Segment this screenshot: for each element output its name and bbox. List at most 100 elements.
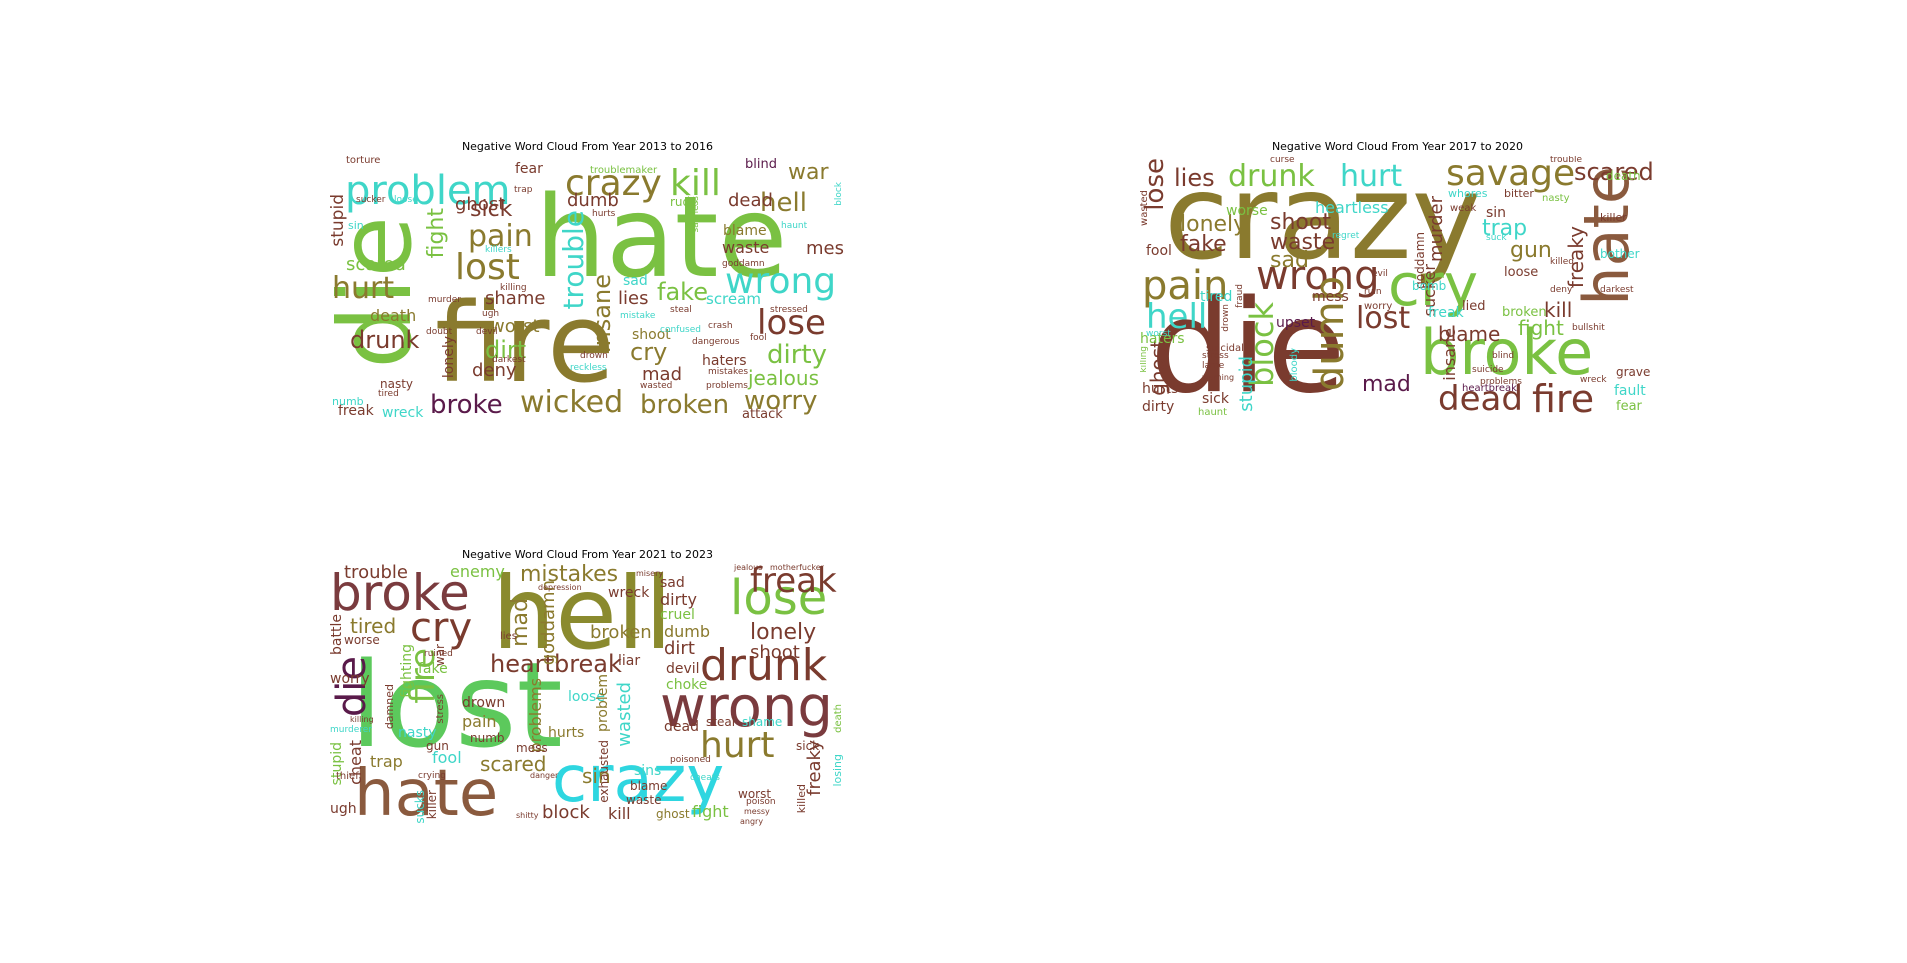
cloud-word: ruined bbox=[424, 649, 453, 659]
cloud-word: stress bbox=[1202, 351, 1229, 361]
cloud-word: sin bbox=[1486, 205, 1507, 221]
cloud-word: dirty bbox=[1142, 399, 1175, 415]
cloud-word: cruel bbox=[660, 607, 695, 623]
cloud-word: cheats bbox=[690, 773, 720, 783]
cloud-word: curse bbox=[1270, 156, 1295, 165]
cloud-word: haunt bbox=[781, 221, 808, 231]
cloud-word: fear bbox=[1616, 399, 1642, 414]
cloud-word: danger bbox=[530, 771, 559, 780]
cloud-word: blame bbox=[1438, 322, 1501, 346]
cloud-word: heartless bbox=[1315, 198, 1389, 217]
cloud-word: hurts bbox=[592, 209, 616, 219]
cloud-word: worry bbox=[744, 386, 818, 416]
cloud-word: lies bbox=[1174, 164, 1215, 192]
cloud-word: killers bbox=[485, 245, 512, 255]
cloud-word: lose bbox=[730, 570, 828, 626]
cloud-word: gun bbox=[1510, 238, 1552, 263]
cloud-word: dirt bbox=[664, 638, 695, 659]
cloud-word: whores bbox=[1448, 187, 1488, 200]
cloud-word: sadness bbox=[691, 196, 701, 233]
cloud-word: mess bbox=[516, 741, 548, 755]
cloud-word: loose bbox=[394, 195, 418, 205]
cloud-word: drown bbox=[1221, 304, 1231, 332]
cloud-word: fight bbox=[1518, 316, 1564, 340]
cloud-word: freak bbox=[750, 564, 837, 601]
cloud-word: numb bbox=[332, 395, 364, 408]
cloud-word: crash bbox=[708, 321, 733, 331]
cloud-word: damned bbox=[383, 684, 396, 730]
cloud-word: ruin bbox=[1364, 287, 1382, 297]
cloud-word: insane bbox=[588, 274, 616, 354]
cloud-word: sad bbox=[660, 575, 685, 591]
cloud-word: fighting bbox=[399, 644, 415, 698]
cloud-word: lonely bbox=[1180, 212, 1247, 237]
cloud-word: dumb bbox=[664, 622, 711, 641]
cloud-word: hell bbox=[760, 188, 807, 218]
cloud-word: thief bbox=[336, 771, 359, 782]
cloud-word: torture bbox=[346, 156, 381, 166]
cloud-word: wicked bbox=[520, 385, 624, 420]
cloud-word: regret bbox=[1332, 231, 1360, 241]
cloud-word: poisoned bbox=[670, 755, 711, 765]
cloud-word: ghost bbox=[656, 807, 690, 821]
cloud-word: deny bbox=[472, 360, 517, 381]
wordcloud-panel-2021-2023: Negative Word Cloud From Year 2021 to 20… bbox=[330, 548, 845, 830]
cloud-word: waste bbox=[722, 238, 770, 257]
cloud-word: upset bbox=[1276, 315, 1316, 331]
cloud-word: hell bbox=[1146, 297, 1208, 337]
cloud-word: lonely bbox=[750, 620, 817, 645]
cloud-word: lost bbox=[1356, 301, 1411, 336]
cloud-word: cry bbox=[630, 338, 668, 366]
cloud-word: darkest bbox=[1600, 285, 1634, 295]
cloud-word: cry bbox=[410, 605, 473, 651]
cloud-word: shame bbox=[742, 715, 783, 729]
cloud-word: sin bbox=[348, 219, 364, 232]
cloud-word: blind bbox=[745, 157, 777, 172]
cloud-word: crazy bbox=[552, 743, 725, 817]
word-cloud: die fire hate problem crazy kill hell wa… bbox=[330, 156, 845, 422]
cloud-word: tired bbox=[378, 389, 399, 399]
cloud-word: problems bbox=[1480, 377, 1522, 387]
cloud-word: killed bbox=[795, 784, 808, 814]
cloud-word: loose bbox=[568, 689, 605, 705]
cloud-word: sad bbox=[1270, 248, 1309, 273]
cloud-word: bullshit bbox=[1572, 323, 1605, 333]
cloud-word: suicidal bbox=[1206, 343, 1244, 354]
cloud-word: tired bbox=[350, 614, 397, 638]
cloud-word: problems bbox=[706, 381, 748, 391]
cloud-word: drunk bbox=[350, 326, 420, 354]
cloud-word: pain bbox=[462, 712, 497, 731]
cloud-word: cry bbox=[1388, 251, 1479, 319]
cloud-word: fault bbox=[1614, 383, 1646, 399]
cloud-word: killer bbox=[1600, 211, 1627, 224]
cloud-word: hurts bbox=[548, 725, 585, 741]
cloud-word: pain bbox=[468, 219, 533, 254]
cloud-word: dangerous bbox=[692, 337, 740, 347]
cloud-word: evil bbox=[1372, 269, 1388, 279]
cloud-word: wrong bbox=[725, 261, 837, 302]
cloud-word: insane bbox=[1440, 328, 1459, 381]
cloud-word: broke bbox=[430, 390, 503, 420]
cloud-word: worse bbox=[1226, 203, 1268, 219]
cloud-word: problem bbox=[595, 674, 611, 732]
cloud-word: fight bbox=[692, 802, 729, 821]
cloud-word: suicide bbox=[1472, 365, 1504, 375]
cloud-word: wasted bbox=[614, 682, 635, 747]
cloud-word: messy bbox=[744, 807, 770, 816]
cloud-word: fool bbox=[1146, 243, 1172, 259]
cloud-word: killer bbox=[425, 790, 439, 820]
cloud-word: killing bbox=[350, 715, 374, 724]
cloud-word: scared bbox=[480, 752, 547, 776]
cloud-word: reckless bbox=[570, 363, 607, 373]
cloud-word: killing bbox=[1140, 346, 1149, 373]
cloud-word: dirt bbox=[485, 336, 527, 364]
cloud-word: goddamn bbox=[722, 259, 765, 269]
cloud-word: sick bbox=[796, 739, 820, 753]
cloud-word: wasted bbox=[640, 381, 673, 391]
cloud-word: waste bbox=[626, 793, 662, 807]
cloud-word: attack bbox=[742, 407, 783, 422]
cloud-word: suck bbox=[1486, 233, 1507, 243]
cloud-word: depression bbox=[538, 583, 582, 592]
cloud-word: savage bbox=[1446, 156, 1576, 194]
cloud-word: gun bbox=[426, 739, 449, 753]
